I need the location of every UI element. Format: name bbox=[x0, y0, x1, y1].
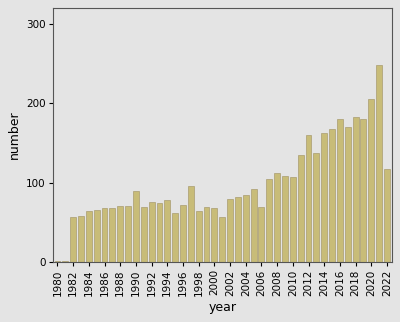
Bar bbox=[360, 119, 366, 262]
Bar bbox=[314, 153, 319, 262]
Bar bbox=[78, 216, 84, 262]
Bar bbox=[54, 261, 60, 262]
Bar bbox=[164, 200, 170, 262]
Bar bbox=[212, 208, 217, 262]
Bar bbox=[274, 173, 280, 262]
Bar bbox=[368, 99, 374, 262]
Bar bbox=[125, 206, 131, 262]
Bar bbox=[188, 186, 194, 262]
Bar bbox=[243, 195, 249, 262]
Bar bbox=[329, 128, 335, 262]
Bar bbox=[266, 179, 272, 262]
Bar bbox=[196, 211, 202, 262]
Bar bbox=[141, 207, 147, 262]
Bar bbox=[204, 207, 210, 262]
Bar bbox=[384, 169, 390, 262]
Bar bbox=[180, 205, 186, 262]
Bar bbox=[353, 117, 358, 262]
Bar bbox=[86, 211, 92, 262]
Bar bbox=[219, 217, 225, 262]
Bar bbox=[290, 177, 296, 262]
Bar bbox=[235, 197, 241, 262]
Bar bbox=[321, 133, 327, 262]
Bar bbox=[251, 189, 256, 262]
Bar bbox=[110, 208, 115, 262]
Bar bbox=[133, 191, 139, 262]
Bar bbox=[227, 199, 233, 262]
Bar bbox=[156, 203, 162, 262]
Bar bbox=[70, 217, 76, 262]
Bar bbox=[102, 208, 108, 262]
Y-axis label: number: number bbox=[8, 111, 21, 159]
Bar bbox=[376, 65, 382, 262]
Bar bbox=[149, 202, 154, 262]
Bar bbox=[258, 207, 264, 262]
Bar bbox=[172, 213, 178, 262]
Bar bbox=[62, 261, 68, 262]
Bar bbox=[282, 176, 288, 262]
Bar bbox=[345, 127, 351, 262]
Bar bbox=[337, 119, 343, 262]
Bar bbox=[298, 155, 304, 262]
Bar bbox=[306, 135, 312, 262]
X-axis label: year: year bbox=[208, 301, 236, 314]
Bar bbox=[94, 210, 100, 262]
Bar bbox=[117, 206, 123, 262]
